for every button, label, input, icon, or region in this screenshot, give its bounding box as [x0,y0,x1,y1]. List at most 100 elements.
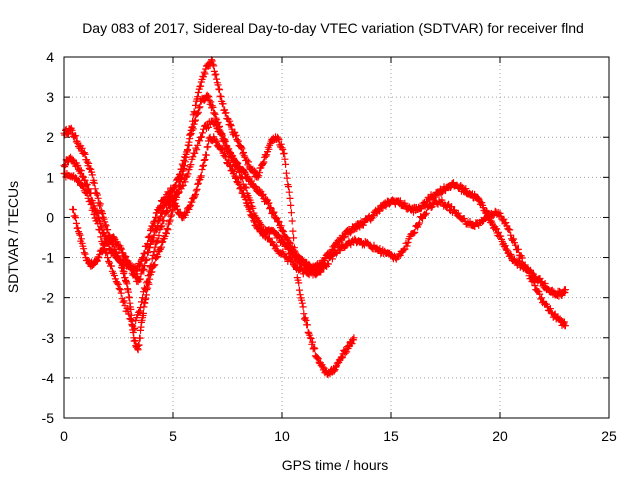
data-point-track-b [248,177,255,185]
data-point-track-a [279,146,287,153]
data-point-track-a [120,268,128,276]
data-point-track-a [216,86,223,94]
y-tick-label: 3 [46,89,54,105]
data-point-track-b [537,278,545,286]
data-point-track-a [301,315,308,323]
data-point-track-c [521,261,529,269]
data-point-track-b [211,110,219,118]
data-point-track-d [250,217,258,225]
data-point-track-c [144,272,152,280]
data-point-track-d [96,251,104,259]
data-point-track-a [280,149,288,157]
data-point-track-d [242,196,250,203]
data-point-track-c [530,278,538,286]
data-point-track-c [193,146,201,154]
data-point-track-d [202,151,210,159]
data-point-track-c [510,235,518,243]
data-point-track-c [130,326,138,334]
data-point-track-a [80,149,88,157]
data-point-track-c [523,265,531,273]
y-axis-label: SDTVAR / TECUs [5,181,21,293]
data-point-track-d [298,256,306,264]
data-point-track-a [233,136,241,144]
data-point-track-a [277,140,285,148]
data-point-track-c [83,189,91,197]
data-point-track-a [255,172,263,180]
data-point-track-a [88,171,96,179]
data-point-track-c [265,234,273,242]
data-point-track-d [144,248,152,256]
data-point-track-c [370,241,378,249]
data-point-track-b [502,245,510,253]
data-point-track-c [114,281,122,288]
x-axis-label: GPS time / hours [282,457,389,473]
data-point-track-d [117,244,125,252]
data-point-track-d [80,249,88,257]
data-point-track-a [83,158,91,166]
data-point-track-c [184,170,192,178]
data-point-track-d [150,231,158,239]
data-point-track-d [212,138,220,146]
data-point-track-a [240,149,247,156]
data-point-track-c [518,254,526,262]
data-point-track-d [254,224,262,232]
data-point-track-c [127,315,135,323]
data-point-track-d [143,256,151,264]
data-point-track-b [340,234,348,242]
data-point-track-b [100,229,108,237]
data-point-track-c [444,201,452,209]
y-tick-label: -3 [42,330,55,346]
data-point-track-c [422,209,430,217]
data-point-track-d [142,256,150,264]
data-point-track-a [290,234,298,242]
data-point-track-b [178,165,186,173]
data-point-track-d [137,270,145,278]
data-point-track-c [137,304,144,311]
data-point-track-b [269,209,277,217]
data-point-track-d [153,225,161,233]
data-point-track-b [207,98,215,106]
data-point-track-d [75,230,83,237]
data-point-track-c [97,233,105,241]
data-point-track-d [192,187,200,195]
data-point-track-a [72,132,80,140]
x-tick-label: 15 [383,428,399,444]
data-point-track-a [201,70,209,78]
data-point-track-c [143,277,151,285]
data-point-track-d [316,267,324,275]
data-point-track-d [69,206,77,214]
data-point-track-b [287,239,295,247]
data-point-track-c [218,130,226,138]
data-point-track-b [196,103,204,111]
data-point-track-b [186,135,194,143]
data-point-track-d [190,193,198,201]
data-point-track-d [186,203,194,211]
data-point-track-a [219,100,227,108]
y-tick-label: -4 [42,370,55,386]
data-point-track-a [166,216,174,224]
data-point-track-c [96,226,104,234]
data-point-track-c [163,208,171,216]
data-point-track-d [235,180,243,188]
data-point-track-b [266,204,274,212]
data-point-track-c [113,279,121,287]
data-point-track-d [126,261,134,269]
data-point-track-d [159,207,167,215]
data-point-track-c [199,129,207,137]
data-point-track-d [77,235,85,243]
data-point-track-c [514,245,522,253]
data-point-track-b [541,280,549,287]
data-point-track-d [173,202,181,210]
data-point-track-a [91,179,98,187]
data-point-track-a [343,348,351,356]
data-point-track-c [524,267,532,275]
data-point-track-b [204,93,212,101]
data-point-track-d [74,224,82,232]
data-point-track-a [281,155,289,163]
data-point-track-a [275,136,283,144]
data-point-track-a [164,226,172,234]
data-point-track-a [240,152,248,160]
x-tick-label: 0 [60,428,68,444]
data-point-track-c [404,239,412,246]
chart-title: Day 083 of 2017, Sidereal Day-to-day VTE… [82,20,584,36]
